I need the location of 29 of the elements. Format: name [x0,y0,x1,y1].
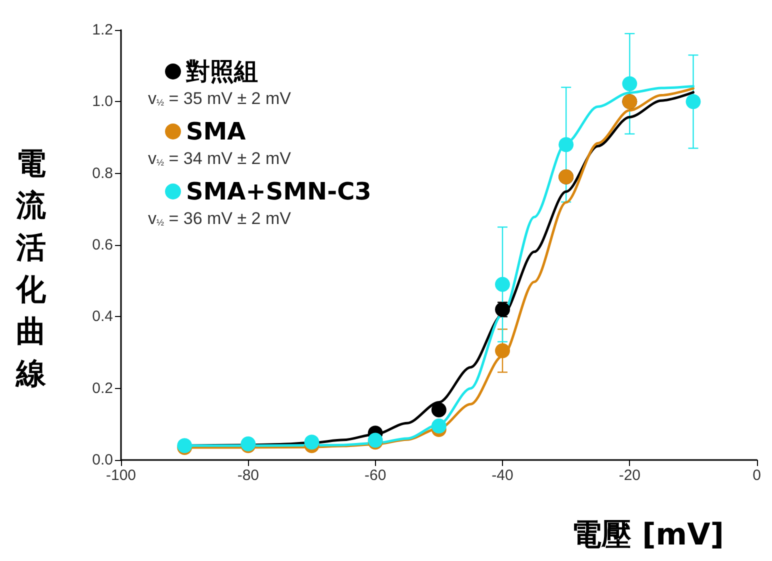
y-tick-label: 0.2 [92,380,113,397]
annotation: v½ = 35 mV ± 2 mV [148,89,292,108]
point [622,76,638,92]
x-tick-label: -80 [237,467,260,484]
point [431,418,446,434]
x-tick-label: -20 [618,467,641,484]
x-tick-label: -40 [492,467,514,484]
y-axis-title: 電流活化曲線 [15,146,47,392]
y-tick-label: 0.6 [92,236,113,254]
point [686,94,701,110]
x-tick-label: 0 [752,467,761,484]
point [495,276,510,292]
point [495,343,510,358]
y-tick-label: 0.8 [92,164,113,182]
legend-label: 對照組 [185,58,258,86]
annotation: v½ = 34 mV ± 2 mV [148,149,292,168]
point [558,137,574,152]
point [431,402,446,418]
x-tick-label: -100 [106,467,136,484]
y-tick-label: 0.0 [92,452,113,468]
annotation: v½ = 36 mV ± 2 mV [148,209,292,228]
x-tick-label: -60 [364,467,386,484]
point [304,434,320,450]
legend-label: SMA [186,118,246,146]
legend-label: SMA+SMN-C3 [186,178,372,206]
y-tick-label: 0.4 [92,308,113,326]
x-axis-title: 電壓 [mV] [572,518,724,552]
y-tick-label: 1.0 [92,93,113,110]
y-tick-label: 1.2 [92,22,113,38]
